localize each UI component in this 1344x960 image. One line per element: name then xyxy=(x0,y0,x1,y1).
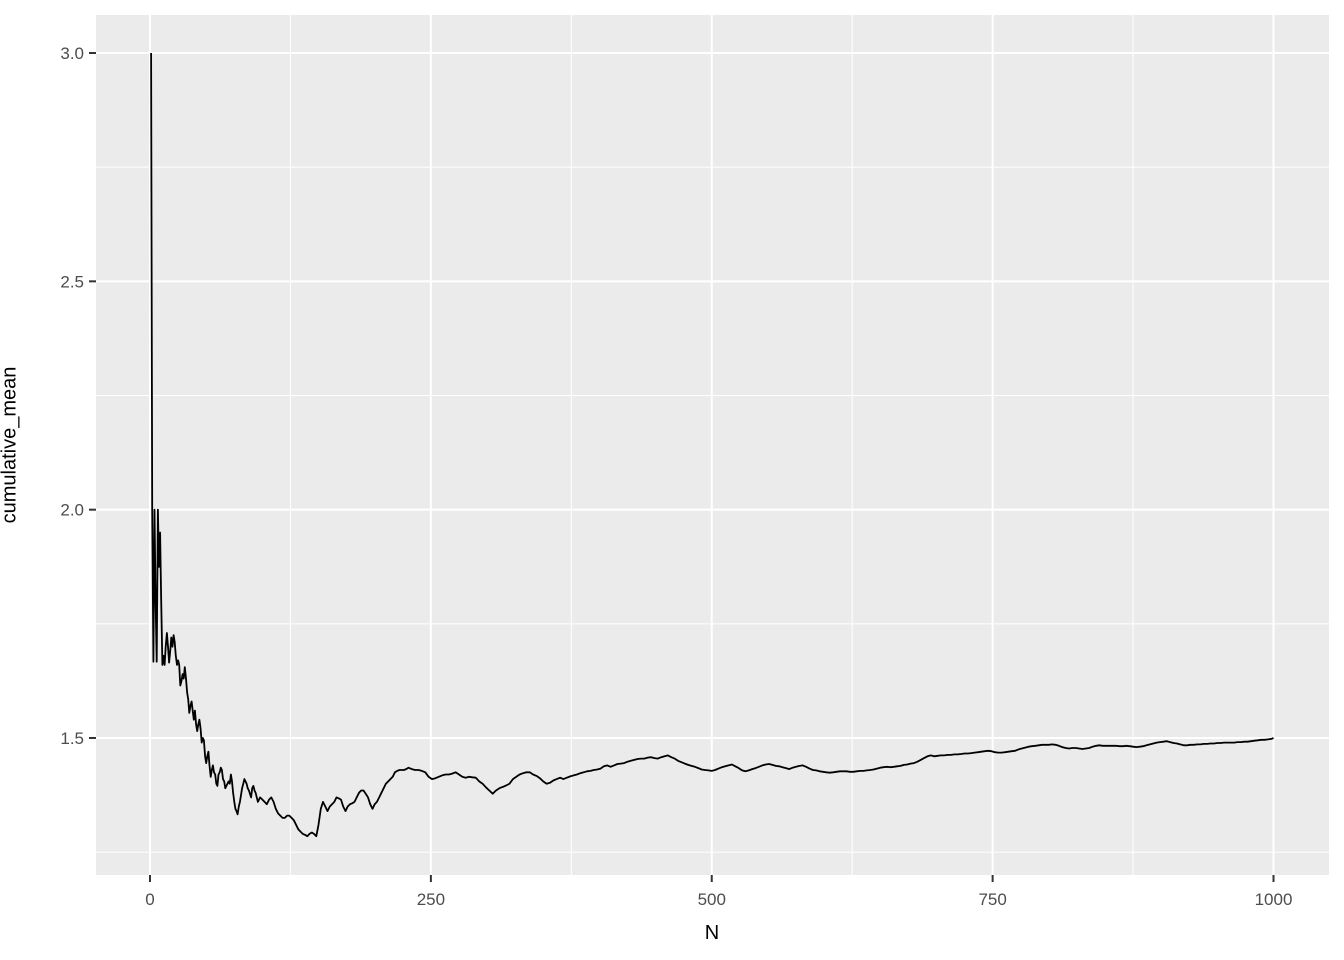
y-axis-title: cumulative_mean xyxy=(0,366,21,524)
x-tick-label: 0 xyxy=(145,890,154,909)
cumulative-mean-line xyxy=(150,52,1274,838)
x-tick-label: 750 xyxy=(978,890,1006,909)
y-tick-label: 1.5 xyxy=(60,729,84,748)
y-tick-label: 2.5 xyxy=(60,272,84,291)
x-tick-label: 250 xyxy=(417,890,445,909)
x-axis-title: N xyxy=(704,922,720,944)
y-tick-label: 2.0 xyxy=(60,501,84,520)
x-tick-label: 500 xyxy=(698,890,726,909)
x-tick-label: 1000 xyxy=(1255,890,1293,909)
y-tick-label: 3.0 xyxy=(60,44,84,63)
